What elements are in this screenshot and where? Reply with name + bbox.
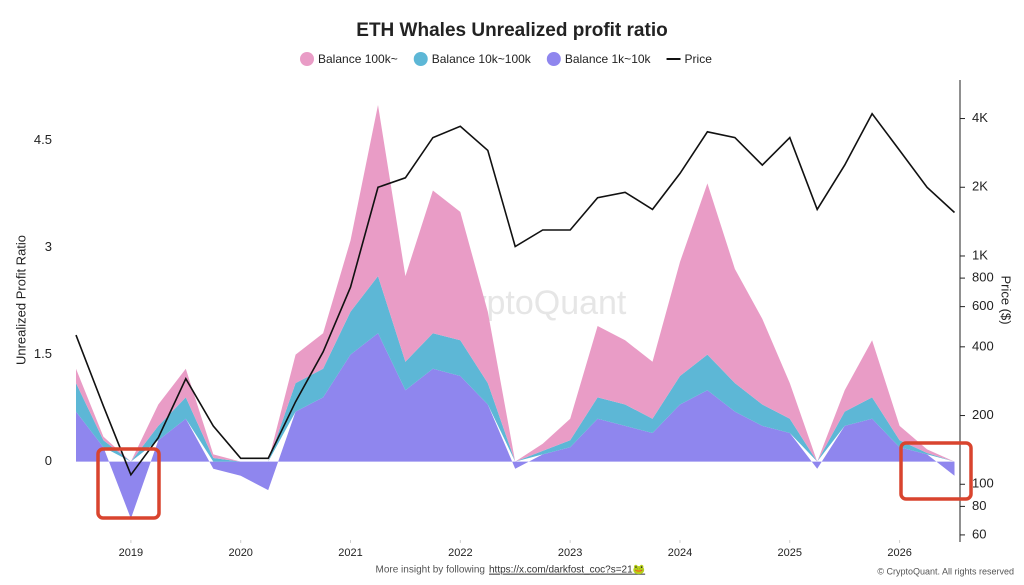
footer-text: More insight by following <box>376 565 486 576</box>
y2-tick-label: 60 <box>972 526 986 541</box>
y-tick-label: 4.5 <box>34 132 52 147</box>
y2-axis-label: Price ($) <box>999 275 1014 324</box>
legend-label: Balance 1k~10k <box>565 52 652 66</box>
x-tick-label: 2019 <box>119 547 143 559</box>
y-tick-label: 0 <box>45 453 52 468</box>
legend-marker <box>546 52 561 66</box>
y-tick-label: 3 <box>45 239 52 254</box>
x-tick-label: 2020 <box>228 547 252 559</box>
x-tick-label: 2021 <box>338 547 362 559</box>
x-tick-label: 2024 <box>668 547 692 559</box>
x-tick-label: 2023 <box>558 547 582 559</box>
y2-tick-label: 100 <box>972 476 994 491</box>
x-tick-label: 2025 <box>778 547 802 559</box>
y2-tick-label: 2K <box>972 179 988 194</box>
chart-title: ETH Whales Unrealized profit ratio <box>356 20 667 41</box>
y2-tick-label: 800 <box>972 270 994 285</box>
copyright: © CryptoQuant. All rights reserved <box>877 566 1014 576</box>
y2-tick-label: 400 <box>972 338 994 353</box>
plot-area <box>75 105 956 519</box>
legend-label: Balance 10k~100k <box>432 52 532 66</box>
y2-tick-label: 200 <box>972 407 994 422</box>
y2-tick-label: 600 <box>972 298 994 313</box>
highlight-box <box>899 441 973 501</box>
legend-marker <box>413 52 428 66</box>
area <box>76 105 955 462</box>
price-line <box>75 112 956 477</box>
legend: Balance 100k~ Balance 10k~100k Balance 1k~… <box>300 52 712 66</box>
legend-label: Price <box>685 52 713 66</box>
legend-label: Balance 100k~ <box>318 52 398 66</box>
y-tick-label: 1.5 <box>34 346 52 361</box>
y2-tick-label: 80 <box>972 498 986 513</box>
y2-tick-label: 1K <box>972 247 988 262</box>
legend-marker <box>300 52 314 66</box>
footer-link[interactable]: https://x.com/darkfost_coc?s=21🐸 <box>489 564 645 576</box>
y-axis-label: Unrealized Profit Ratio <box>13 235 28 365</box>
y2-tick-label: 4K <box>972 110 988 125</box>
x-tick-label: 2022 <box>448 547 472 559</box>
x-tick-label: 2026 <box>887 547 911 559</box>
highlight-box <box>96 447 161 520</box>
